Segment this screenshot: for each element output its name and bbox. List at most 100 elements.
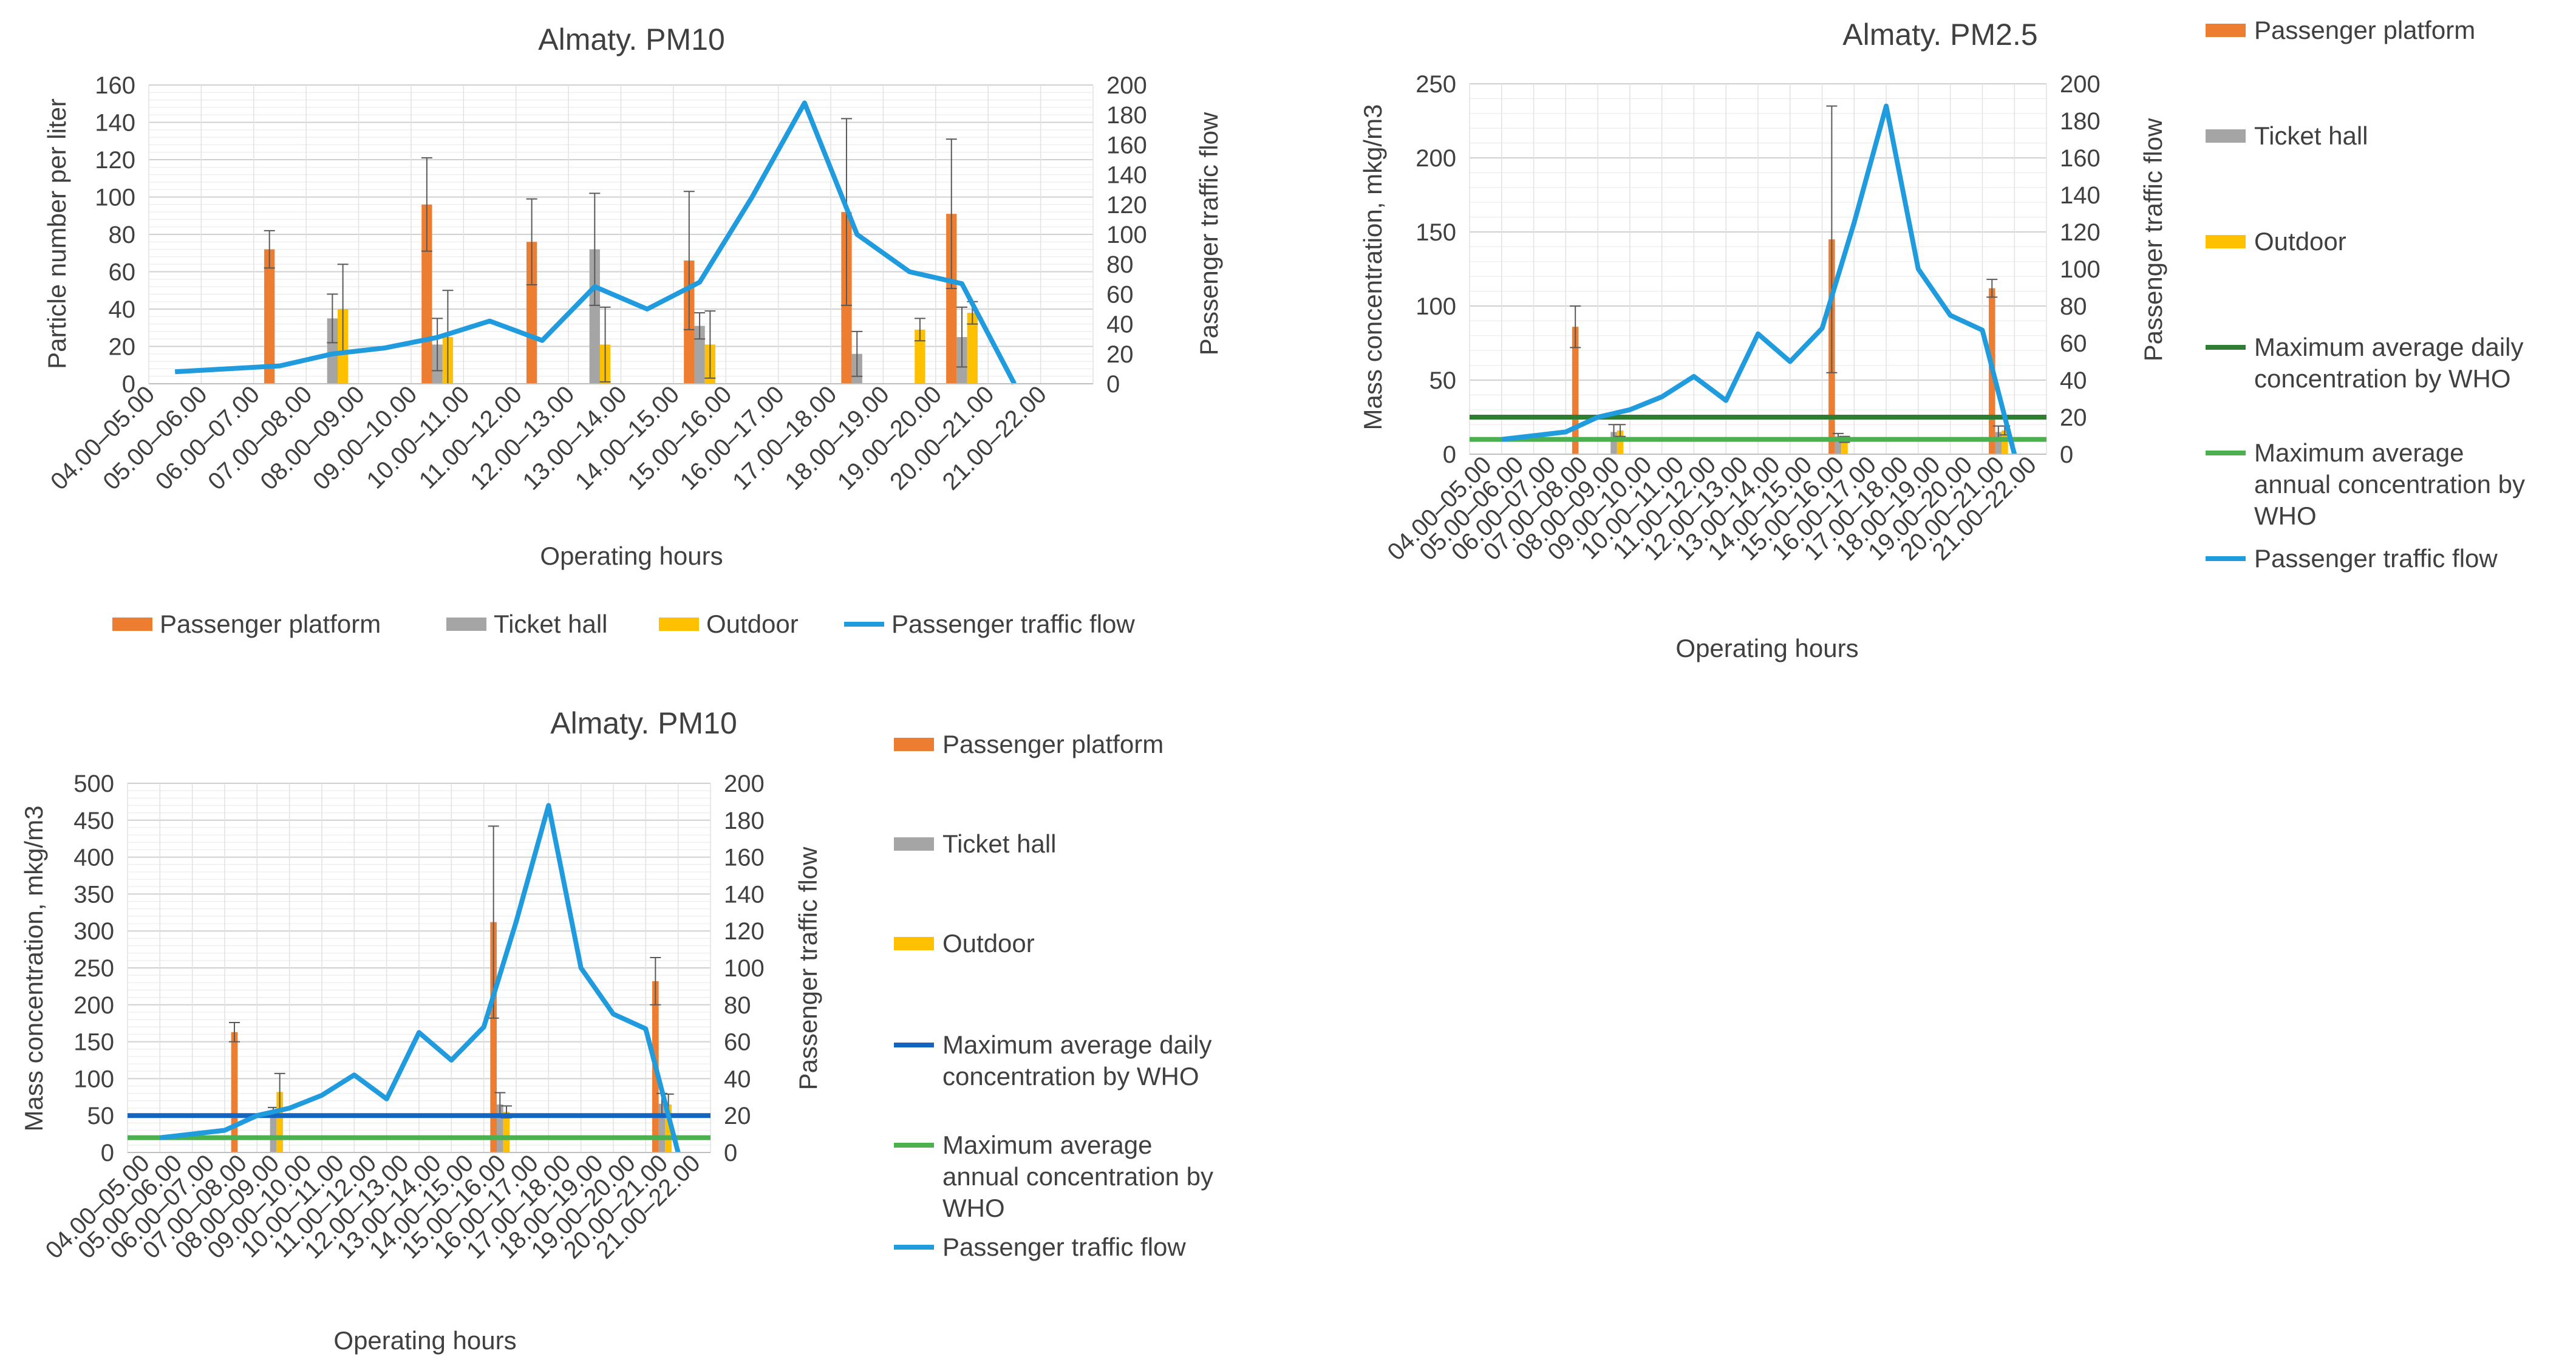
y2-axis-title: Passenger traffic flow — [794, 846, 822, 1090]
legend-swatch — [2206, 129, 2246, 143]
y2-tick-label: 160 — [1106, 132, 1147, 158]
bar-ticket-hall — [270, 1111, 277, 1152]
y-tick-label: 300 — [73, 918, 114, 945]
y2-tick-label: 180 — [1106, 102, 1147, 129]
legend-item-passenger-platform: Passenger platform — [2206, 16, 2475, 44]
legend-label: WHO — [2254, 502, 2317, 530]
legend-item-maximum-average-annual-concentration-by-who: Maximum average annual concentration by WH… — [2206, 438, 2525, 530]
y2-tick-label: 80 — [724, 992, 751, 1019]
legend-label: Ticket hall — [2254, 121, 2368, 150]
y-tick-label: 0 — [101, 1140, 114, 1166]
bar-outdoor — [915, 329, 925, 384]
y2-tick-label: 180 — [724, 808, 765, 834]
y2-axis-title: Passenger traffic flow — [2139, 118, 2167, 361]
y-tick-label: 50 — [87, 1103, 115, 1129]
y2-tick-label: 120 — [1106, 192, 1147, 219]
y2-tick-label: 180 — [2060, 108, 2101, 135]
y2-axis-title: Passenger traffic flow — [1194, 112, 1223, 355]
y-tick-label: 160 — [95, 72, 135, 99]
y-tick-label: 100 — [73, 1066, 114, 1092]
chart-title: Almaty. PM2.5 — [1842, 18, 2037, 52]
legend-label: Outdoor — [2254, 227, 2346, 256]
y-tick-label: 40 — [109, 296, 136, 323]
line-passenger-traffic-flow — [174, 100, 1017, 385]
legend-label: Passenger traffic flow — [891, 610, 1135, 638]
y2-tick-label: 140 — [724, 881, 765, 908]
y2-tick-label: 80 — [1106, 251, 1134, 278]
y2-tick-label: 40 — [724, 1066, 751, 1092]
bar-outdoor — [665, 1104, 672, 1152]
y-tick-label: 450 — [73, 808, 114, 834]
legend-label: Passenger traffic flow — [2254, 544, 2498, 573]
bar-outdoor — [276, 1092, 283, 1152]
legend-label: Passenger traffic flow — [942, 1233, 1186, 1261]
legend-item-passenger-traffic-flow: Passenger traffic flow — [844, 610, 1135, 638]
y2-tick-label: 0 — [2060, 441, 2073, 468]
y2-tick-label: 20 — [2060, 404, 2087, 431]
bar-ticket-hall — [327, 318, 338, 384]
y2-tick-label: 0 — [724, 1140, 737, 1166]
legend-label: Ticket hall — [494, 610, 608, 638]
y2-tick-label: 140 — [2060, 182, 2101, 209]
y2-tick-label: 100 — [1106, 222, 1147, 248]
legend-label: WHO — [942, 1194, 1005, 1222]
legend-swatch — [446, 618, 486, 631]
y-tick-label: 100 — [1416, 293, 1456, 320]
legend-label: Maximum average daily — [942, 1030, 1212, 1059]
y-tick-label: 80 — [109, 222, 136, 248]
y-tick-label: 350 — [73, 881, 114, 908]
y2-tick-label: 140 — [1106, 162, 1147, 189]
y-tick-label: 150 — [1416, 219, 1456, 246]
y2-tick-label: 120 — [2060, 219, 2101, 246]
legend-item-passenger-platform: Passenger platform — [894, 730, 1164, 758]
y2-tick-label: 20 — [1106, 341, 1134, 368]
legend-item-outdoor: Outdoor — [894, 929, 1035, 958]
bar-outdoor — [2002, 430, 2008, 454]
legend-swatch — [2206, 24, 2246, 37]
y-tick-label: 20 — [109, 334, 136, 361]
y2-tick-label: 100 — [724, 955, 765, 982]
legend-item-outdoor: Outdoor — [2206, 227, 2346, 256]
y-tick-label: 200 — [1416, 145, 1456, 172]
bar-ticket-hall — [1835, 436, 1842, 454]
legend-item-maximum-average-daily-concentration-by-who: Maximum average daily concentration by WH… — [2206, 333, 2524, 393]
bar-passenger-platform — [490, 922, 497, 1152]
y-tick-label: 0 — [1443, 441, 1456, 468]
legend-label: Maximum average — [2254, 438, 2464, 467]
y-tick-label: 200 — [73, 992, 114, 1019]
bar-passenger-platform — [231, 1032, 238, 1152]
y-axis-title: Particle number per liter — [43, 98, 71, 369]
y-tick-label: 250 — [73, 955, 114, 982]
bar-outdoor — [1841, 439, 1848, 454]
legend-item-passenger-traffic-flow: Passenger traffic flow — [2206, 544, 2498, 573]
bar-ticket-hall — [694, 325, 705, 384]
bar-passenger-platform — [526, 242, 537, 384]
y-tick-label: 50 — [1429, 367, 1457, 394]
legend-swatch — [894, 738, 934, 751]
legend-label: Maximum average daily — [2254, 333, 2524, 361]
y2-tick-label: 160 — [2060, 145, 2101, 172]
y-tick-label: 250 — [1416, 71, 1456, 98]
y2-tick-label: 0 — [1106, 371, 1120, 398]
bar-passenger-platform — [1572, 327, 1579, 454]
chart-title: Almaty. PM10 — [538, 22, 725, 56]
x-axis-title: Operating hours — [1675, 634, 1858, 662]
y-tick-label: 120 — [95, 147, 135, 174]
y-tick-label: 60 — [109, 259, 136, 286]
y2-tick-label: 160 — [724, 845, 765, 871]
legend-item-maximum-average-annual-concentration-by-who: Maximum average annual concentration by WH… — [894, 1131, 1213, 1222]
y2-tick-label: 80 — [2060, 293, 2087, 320]
legend-label: Passenger platform — [2254, 16, 2475, 44]
legend-item-ticket-hall: Ticket hall — [446, 610, 608, 638]
y2-tick-label: 60 — [1106, 281, 1134, 308]
y2-tick-label: 60 — [724, 1029, 751, 1056]
bar-outdoor — [503, 1112, 510, 1152]
legend-label: Maximum average — [942, 1131, 1152, 1159]
legend-item-ticket-hall: Ticket hall — [894, 829, 1057, 858]
y-tick-label: 100 — [95, 185, 135, 211]
legend-label: annual concentration by — [942, 1162, 1213, 1191]
legend-label: concentration by WHO — [2254, 364, 2511, 393]
